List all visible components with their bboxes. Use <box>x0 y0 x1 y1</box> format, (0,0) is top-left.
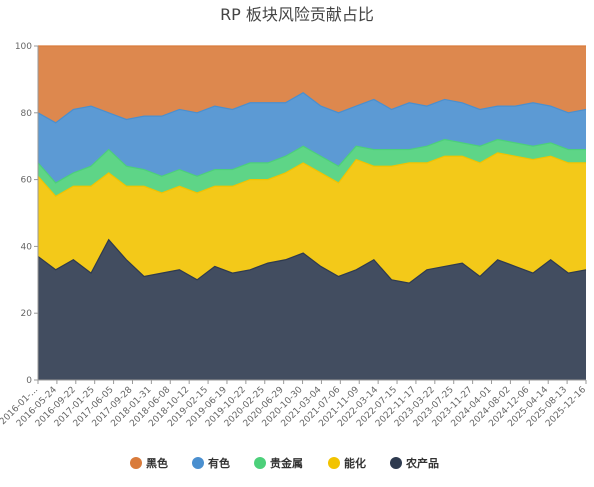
y-tick-label: 0 <box>26 376 32 386</box>
legend-label: 贵金属 <box>270 456 303 470</box>
area-series-农产品 <box>38 239 586 380</box>
legend-item-贵金属[interactable]: 贵金属 <box>254 456 303 470</box>
legend-label: 黑色 <box>146 456 168 470</box>
area-series-贵金属 <box>38 139 586 197</box>
legend-swatch <box>192 457 204 469</box>
legend-item-黑色[interactable]: 黑色 <box>130 456 168 470</box>
area-series-黑色 <box>38 46 586 123</box>
y-tick-label: 40 <box>21 242 33 252</box>
y-tick-label: 60 <box>21 176 33 186</box>
plot-area <box>37 45 587 380</box>
legend-swatch <box>130 457 142 469</box>
legend-swatch <box>254 457 266 469</box>
y-tick-label: 20 <box>21 309 33 319</box>
legend[interactable]: 黑色 有色 贵金属 能化 农产品 <box>130 456 439 470</box>
legend-swatch <box>390 457 402 469</box>
line-series-贵金属 <box>37 138 586 184</box>
line-series-能化 <box>37 152 586 198</box>
y-tick-label: 100 <box>15 42 32 52</box>
legend-item-能化[interactable]: 能化 <box>328 456 366 470</box>
y-tick-label: 80 <box>21 109 33 119</box>
legend-item-农产品[interactable]: 农产品 <box>390 456 439 470</box>
legend-label: 能化 <box>344 456 366 470</box>
legend-swatch <box>328 457 340 469</box>
area-series-有色 <box>38 92 586 183</box>
line-series-农产品 <box>37 238 587 284</box>
x-axis: 2016-01-...2016-05-242016-09-222017-01-2… <box>0 379 588 429</box>
legend-label: 农产品 <box>405 456 439 470</box>
legend-item-有色[interactable]: 有色 <box>192 456 230 470</box>
area-series-能化 <box>38 152 586 284</box>
chart-title: RP 板块风险贡献占比 <box>220 5 374 24</box>
line-series-有色 <box>37 92 587 124</box>
legend-label: 有色 <box>208 456 230 470</box>
y-axis: 0 20 40 60 80 100 <box>15 42 39 386</box>
